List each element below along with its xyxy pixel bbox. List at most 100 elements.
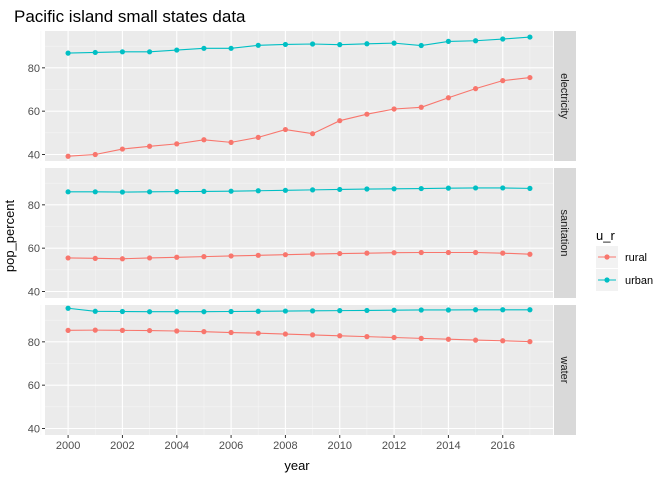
x-axis-title: year [284,458,310,473]
data-point [92,327,98,333]
data-point [119,189,126,195]
data-point [201,254,207,260]
data-point [500,307,506,313]
x-tick-label: 2016 [491,440,515,452]
data-point [255,42,261,48]
data-point [282,252,289,258]
x-tick-label: 2012 [382,440,406,452]
series-line [68,36,530,54]
data-point [92,151,98,158]
data-point [282,308,289,314]
data-point [445,249,452,256]
series-line [68,251,530,260]
data-point [282,187,289,193]
x-tick-label: 2000 [56,440,80,452]
data-point [174,47,180,53]
data-point [228,139,234,145]
data-point [92,308,98,314]
data-point [309,187,316,193]
data-point [174,328,180,334]
data-point [527,34,533,40]
data-point [119,327,126,333]
data-point [472,307,479,313]
data-point [146,309,153,315]
data-point [418,42,424,49]
chart-title: Pacific island small states data [14,7,246,26]
data-point [174,141,180,147]
data-point [201,188,207,194]
data-point [201,137,207,143]
data-point [65,255,71,261]
data-point [228,188,234,194]
data-point [65,327,71,333]
data-point [119,256,126,262]
data-point [92,255,98,261]
data-point [174,309,180,315]
data-point [228,45,234,51]
data-point [65,189,71,195]
facet-electricity: 40 60 80 electricity [28,31,576,162]
x-axis: 2000 2002 2004 2006 2008 2010 2012 2014 2016 [56,435,515,452]
data-point [309,308,316,314]
data-point [201,309,207,315]
legend-label: urban [625,275,653,287]
data-point [472,249,479,256]
data-point [92,189,98,195]
legend-item-rural: rural [596,246,647,268]
facet-panels: 40 60 80 electricity 40 60 80 sanitation 40 60 80 w… [28,31,576,436]
x-tick-label: 2006 [219,440,243,452]
data-point [337,333,343,339]
data-point [228,253,234,259]
data-point [472,185,479,191]
legend-label: rural [625,252,647,264]
data-point [500,78,506,84]
strip-label: water [558,356,570,384]
data-point [445,38,452,45]
data-point [309,251,316,257]
x-tick-label: 2004 [165,440,189,452]
data-point [364,307,370,314]
strip-label: electricity [558,73,570,119]
data-point [364,111,370,117]
series-urban [65,34,533,56]
y-tick-label: 80 [28,337,40,349]
legend: u_r rural urban [596,228,653,291]
series-line [68,329,530,343]
data-point [418,249,424,256]
data-point [282,126,289,133]
data-point [527,74,533,81]
data-point [364,334,370,340]
data-point [472,38,479,44]
data-point [445,185,452,191]
data-point [174,189,180,195]
series-line [68,187,530,193]
series-line [68,307,530,313]
data-point [146,143,153,149]
data-point [527,251,533,257]
data-point [255,134,261,140]
data-point [146,49,153,55]
y-tick-label: 40 [28,150,40,162]
data-point [337,250,343,257]
data-point [364,41,370,47]
data-point [500,250,506,256]
data-point [391,40,397,46]
data-point [146,255,153,261]
data-point [445,307,452,313]
y-tick-label: 40 [28,287,40,299]
data-point [418,335,424,341]
data-point [527,339,533,345]
data-point [391,250,397,256]
data-point [527,307,533,313]
series-line [68,77,530,157]
legend-title: u_r [596,228,615,243]
y-tick-label: 80 [28,200,40,212]
series-rural [65,74,533,159]
data-point [255,330,261,336]
data-point [391,334,397,341]
facet-strip: sanitation [554,168,576,298]
legend-key-point [604,277,610,283]
data-point [364,186,370,192]
data-point [146,189,153,195]
data-point [201,45,207,51]
